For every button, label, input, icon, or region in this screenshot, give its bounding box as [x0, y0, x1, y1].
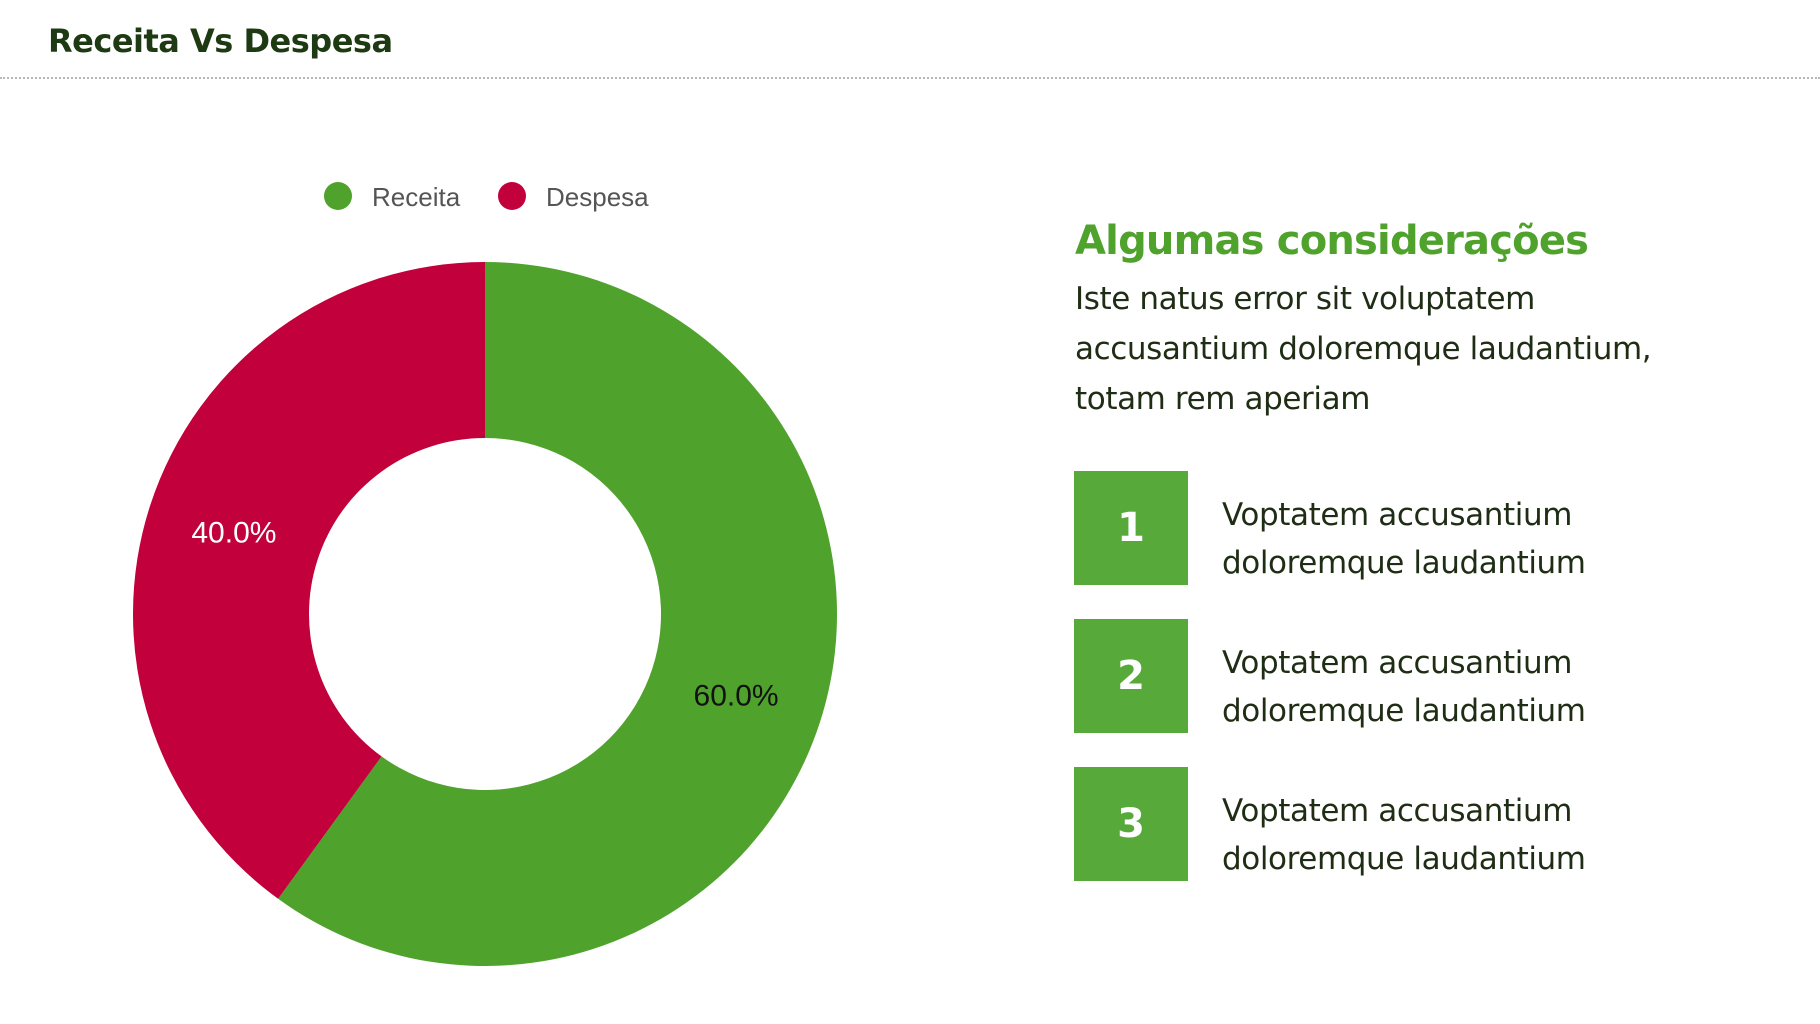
item-number-badge: 3	[1074, 767, 1188, 881]
list-item: 1 Voptatem accusantium doloremque laudan…	[1074, 471, 1724, 585]
considerations-text: Iste natus error sit voluptatem accusant…	[1075, 281, 1652, 417]
data-label-despesa: 40.0%	[191, 516, 276, 549]
header-divider	[0, 77, 1820, 79]
item-number-badge: 2	[1074, 619, 1188, 733]
considerations-heading: Algumas considerações	[1075, 218, 1589, 264]
item-text: Voptatem accusantium doloremque laudanti…	[1222, 645, 1586, 729]
chart-slices	[133, 262, 838, 967]
chart-legend: Receita Despesa	[324, 182, 649, 212]
donut-chart: Receita Despesa 60.0% 40.0%	[133, 182, 838, 967]
legend-label-despesa: Despesa	[546, 182, 649, 212]
legend-marker-receita	[324, 182, 352, 210]
page-title: Receita Vs Despesa	[48, 22, 393, 60]
data-label-receita: 60.0%	[694, 680, 779, 713]
item-text: Voptatem accusantium doloremque laudanti…	[1222, 497, 1586, 581]
legend-label-receita: Receita	[372, 182, 461, 212]
item-text: Voptatem accusantium doloremque laudanti…	[1222, 793, 1586, 877]
item-number-badge: 1	[1074, 471, 1188, 585]
list-item: 2 Voptatem accusantium doloremque laudan…	[1074, 619, 1724, 733]
donut-slice-despesa	[133, 262, 485, 899]
list-item: 3 Voptatem accusantium doloremque laudan…	[1074, 767, 1724, 881]
chart-data-labels: 60.0% 40.0%	[191, 516, 778, 712]
legend-marker-despesa	[498, 182, 526, 210]
donut-slice-receita	[278, 262, 838, 967]
